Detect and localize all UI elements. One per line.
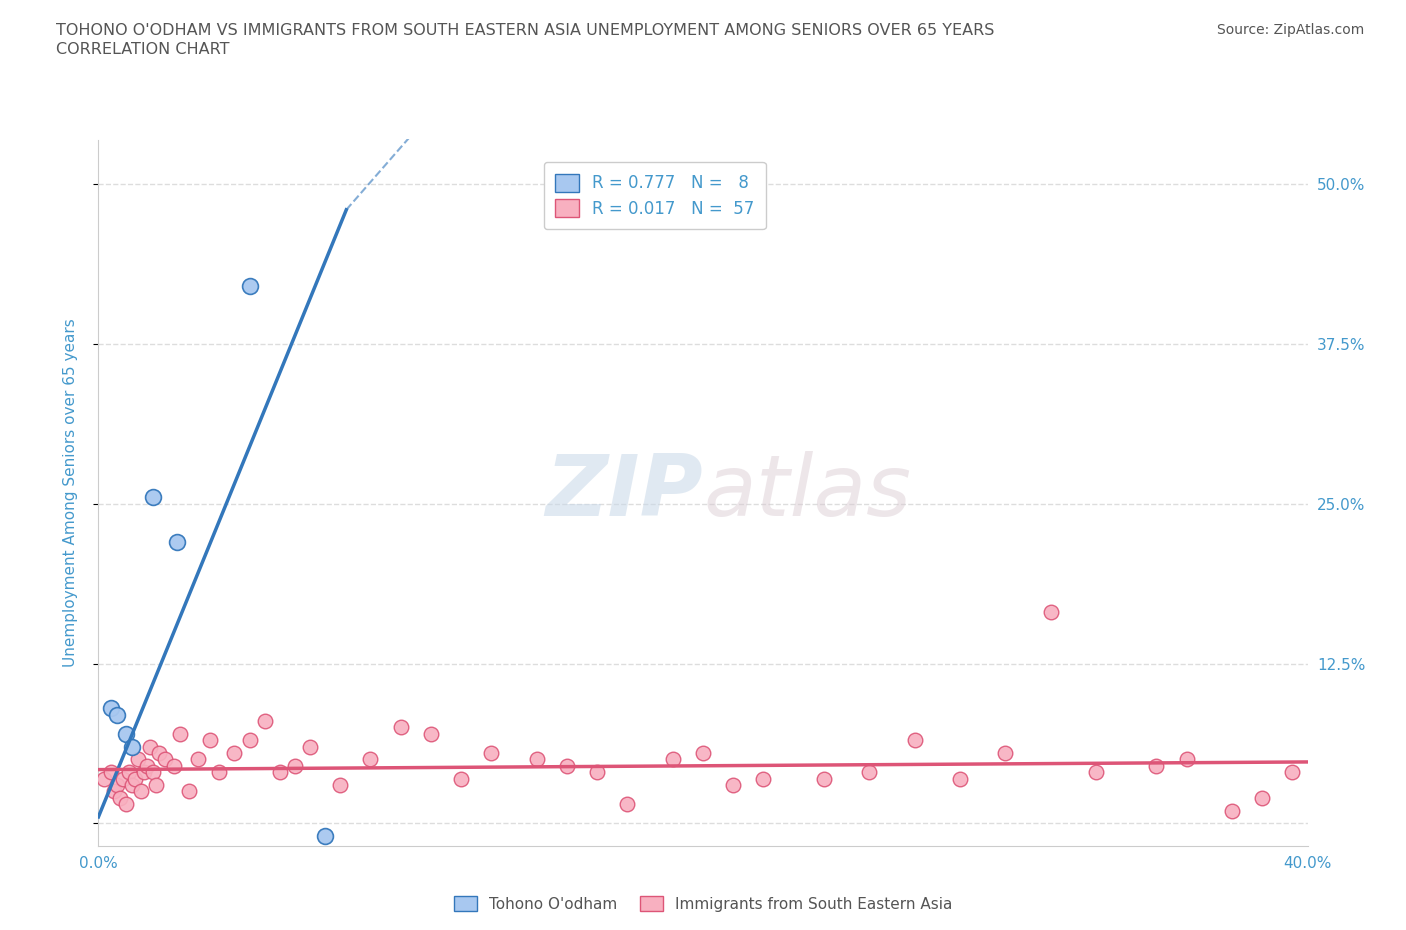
Point	[108, 790, 131, 805]
Point	[1281, 764, 1303, 779]
Point	[555, 758, 578, 773]
Point	[124, 771, 146, 786]
Point	[420, 726, 443, 741]
Point	[105, 707, 128, 722]
Point	[662, 752, 685, 767]
Point	[163, 758, 186, 773]
Point	[153, 752, 176, 767]
Point	[121, 739, 143, 754]
Point	[129, 784, 152, 799]
Point	[284, 758, 307, 773]
Point	[752, 771, 775, 786]
Point	[616, 797, 638, 812]
Point	[314, 829, 336, 844]
Point	[139, 739, 162, 754]
Point	[200, 733, 222, 748]
Point	[813, 771, 835, 786]
Point	[1039, 604, 1062, 619]
Point	[994, 746, 1017, 761]
Point	[121, 777, 143, 792]
Point	[526, 752, 548, 767]
Point	[103, 784, 125, 799]
Point	[187, 752, 209, 767]
Point	[148, 746, 170, 761]
Point	[360, 752, 382, 767]
Legend: R = 0.777   N =   8, R = 0.017   N =  57: R = 0.777 N = 8, R = 0.017 N = 57	[544, 162, 766, 230]
Point	[111, 771, 134, 786]
Point	[239, 733, 262, 748]
Point	[1175, 752, 1198, 767]
Y-axis label: Unemployment Among Seniors over 65 years: Unemployment Among Seniors over 65 years	[63, 319, 77, 668]
Point	[858, 764, 880, 779]
Point	[949, 771, 972, 786]
Text: TOHONO O'ODHAM VS IMMIGRANTS FROM SOUTH EASTERN ASIA UNEMPLOYMENT AMONG SENIORS : TOHONO O'ODHAM VS IMMIGRANTS FROM SOUTH …	[56, 23, 994, 38]
Point	[166, 535, 188, 550]
Point	[179, 784, 201, 799]
Point	[142, 490, 165, 505]
Point	[145, 777, 167, 792]
Point	[118, 764, 141, 779]
Point	[586, 764, 609, 779]
Point	[1085, 764, 1108, 779]
Point	[224, 746, 246, 761]
Point	[1144, 758, 1167, 773]
Point	[239, 279, 262, 294]
Legend: Tohono O'odham, Immigrants from South Eastern Asia: Tohono O'odham, Immigrants from South Ea…	[447, 889, 959, 918]
Point	[253, 713, 276, 728]
Text: CORRELATION CHART: CORRELATION CHART	[56, 42, 229, 57]
Point	[269, 764, 291, 779]
Point	[93, 771, 115, 786]
Point	[904, 733, 927, 748]
Point	[1251, 790, 1274, 805]
Text: ZIP: ZIP	[546, 451, 703, 535]
Point	[208, 764, 231, 779]
Text: Source: ZipAtlas.com: Source: ZipAtlas.com	[1216, 23, 1364, 37]
Point	[169, 726, 191, 741]
Point	[142, 764, 165, 779]
Point	[100, 764, 122, 779]
Point	[135, 758, 157, 773]
Point	[299, 739, 322, 754]
Point	[329, 777, 352, 792]
Point	[481, 746, 503, 761]
Point	[1220, 804, 1243, 818]
Point	[389, 720, 412, 735]
Point	[114, 726, 136, 741]
Point	[723, 777, 745, 792]
Point	[100, 701, 122, 716]
Text: atlas: atlas	[703, 451, 911, 535]
Point	[692, 746, 714, 761]
Point	[132, 764, 155, 779]
Point	[127, 752, 149, 767]
Point	[105, 777, 128, 792]
Point	[450, 771, 472, 786]
Point	[114, 797, 136, 812]
